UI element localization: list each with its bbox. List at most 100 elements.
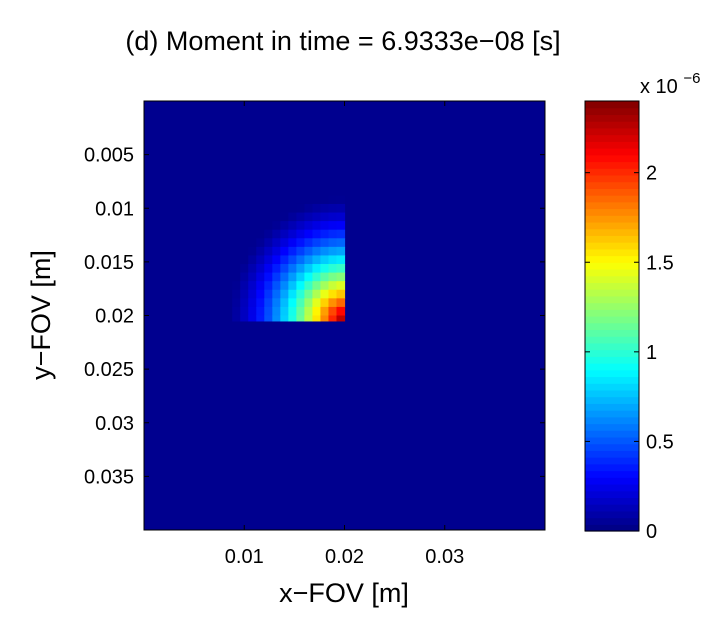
colorbar-band bbox=[585, 490, 639, 499]
colorbar-band bbox=[585, 436, 639, 445]
colorbar-band bbox=[585, 336, 639, 344]
heatmap-cell bbox=[264, 246, 273, 257]
heatmap-cell bbox=[312, 264, 322, 274]
colorbar-band bbox=[585, 228, 639, 236]
heatmap-cell bbox=[336, 264, 346, 274]
colorbar-tick-label: 0 bbox=[646, 521, 657, 543]
heatmap-cell bbox=[264, 238, 273, 248]
heatmap-cell bbox=[280, 281, 289, 291]
heatmap-cell bbox=[240, 272, 249, 282]
colorbar-band bbox=[585, 302, 639, 310]
heatmap-cell bbox=[312, 203, 322, 214]
colorbar-band bbox=[585, 268, 639, 277]
colorbar-band bbox=[585, 517, 639, 525]
heatmap-cell bbox=[248, 281, 257, 291]
heatmap-cell bbox=[328, 306, 338, 317]
heatmap-cell bbox=[280, 255, 289, 265]
heatmap-cell bbox=[280, 238, 289, 248]
heatmap-cell bbox=[320, 272, 330, 282]
colorbar-band bbox=[585, 329, 639, 337]
heatmap-cell bbox=[272, 281, 281, 291]
heatmap-cell bbox=[336, 195, 346, 205]
colorbar-band bbox=[585, 289, 639, 297]
colorbar-band bbox=[585, 524, 639, 532]
colorbar-band bbox=[585, 275, 639, 284]
heatmap-cell bbox=[328, 264, 338, 274]
heatmap-cell bbox=[336, 272, 346, 282]
x-axis-ticks: 0.01 0.02 0.03 bbox=[225, 101, 464, 568]
heatmap-cell bbox=[336, 221, 346, 231]
heatmap-cell bbox=[312, 306, 322, 317]
colorbar-band bbox=[585, 316, 639, 324]
heatmap-cell bbox=[296, 212, 305, 222]
heatmap-cell bbox=[296, 238, 305, 248]
heatmap-cell bbox=[328, 203, 338, 214]
heatmap-cell bbox=[304, 272, 314, 282]
heatmap-cell bbox=[320, 246, 330, 257]
colorbar-band bbox=[585, 242, 639, 250]
heatmap-cell bbox=[264, 315, 273, 322]
heatmap-cell bbox=[328, 195, 338, 205]
colorbar-band bbox=[585, 141, 639, 149]
heatmap-cell bbox=[256, 246, 265, 257]
colorbar-band bbox=[585, 416, 639, 425]
heatmap-cell bbox=[328, 315, 338, 322]
heatmap-cell bbox=[304, 212, 314, 222]
colorbar-band bbox=[585, 235, 639, 243]
colorbar-gradient bbox=[585, 101, 639, 532]
heatmap-cell bbox=[240, 306, 249, 317]
colorbar-band bbox=[585, 154, 639, 163]
heatmap-cell bbox=[296, 298, 305, 308]
heatmap-cell bbox=[272, 298, 281, 308]
heatmap-cell bbox=[272, 264, 281, 274]
colorbar-band bbox=[585, 423, 639, 431]
colorbar-band bbox=[585, 383, 639, 391]
colorbar-multiplier-base: x 10 bbox=[640, 76, 678, 98]
plot-area: 0.01 0.02 0.03 0.005 0.01 0.015 0.02 0.025 0.03… bbox=[84, 100, 546, 568]
heatmap-cell bbox=[304, 203, 314, 214]
heatmap-cell bbox=[272, 238, 281, 248]
heatmap-cell bbox=[296, 255, 305, 265]
heatmap-cell bbox=[288, 281, 297, 291]
heatmap-cell bbox=[248, 272, 257, 282]
heatmap-cell bbox=[288, 255, 297, 265]
heatmap-cell bbox=[304, 281, 314, 291]
colorbar-band bbox=[585, 262, 639, 270]
colorbar-band bbox=[585, 483, 639, 492]
heatmap-cell bbox=[320, 306, 330, 317]
heatmap-cell bbox=[272, 255, 281, 265]
colorbar-band bbox=[585, 356, 639, 364]
heatmap-cell bbox=[328, 221, 338, 231]
heatmap-cell bbox=[264, 306, 273, 317]
colorbar-band bbox=[585, 215, 639, 223]
colorbar-band bbox=[585, 121, 639, 129]
heatmap-cell bbox=[232, 315, 241, 322]
heatmap-cell bbox=[288, 315, 297, 322]
heatmap-cell bbox=[328, 281, 338, 291]
heatmap-cell bbox=[288, 212, 297, 222]
colorbar: 0 0.5 1 1.5 2 x 10 −6 bbox=[584, 70, 700, 543]
colorbar-band bbox=[585, 430, 639, 438]
heatmap-cell bbox=[312, 238, 322, 248]
heatmap-cell bbox=[240, 315, 249, 322]
heatmap-cell bbox=[240, 298, 249, 308]
colorbar-band bbox=[585, 295, 639, 304]
heatmap-cell bbox=[320, 264, 330, 274]
heatmap-cell bbox=[336, 298, 346, 308]
colorbar-band bbox=[585, 148, 639, 156]
heatmap-cell bbox=[320, 212, 330, 222]
heatmap-cell bbox=[280, 306, 289, 317]
x-tick-label: 0.03 bbox=[425, 546, 464, 568]
heatmap-cell bbox=[320, 298, 330, 308]
colorbar-band bbox=[585, 410, 639, 418]
heatmap-cell bbox=[304, 238, 314, 248]
heatmap-cell bbox=[312, 255, 322, 265]
heatmap-cell bbox=[336, 246, 346, 257]
heatmap-cell bbox=[248, 255, 257, 265]
heatmap-cell bbox=[240, 264, 249, 274]
colorbar-band bbox=[585, 201, 639, 210]
colorbar-band bbox=[585, 349, 639, 357]
colorbar-band bbox=[585, 161, 639, 169]
heatmap-cell bbox=[336, 238, 346, 248]
